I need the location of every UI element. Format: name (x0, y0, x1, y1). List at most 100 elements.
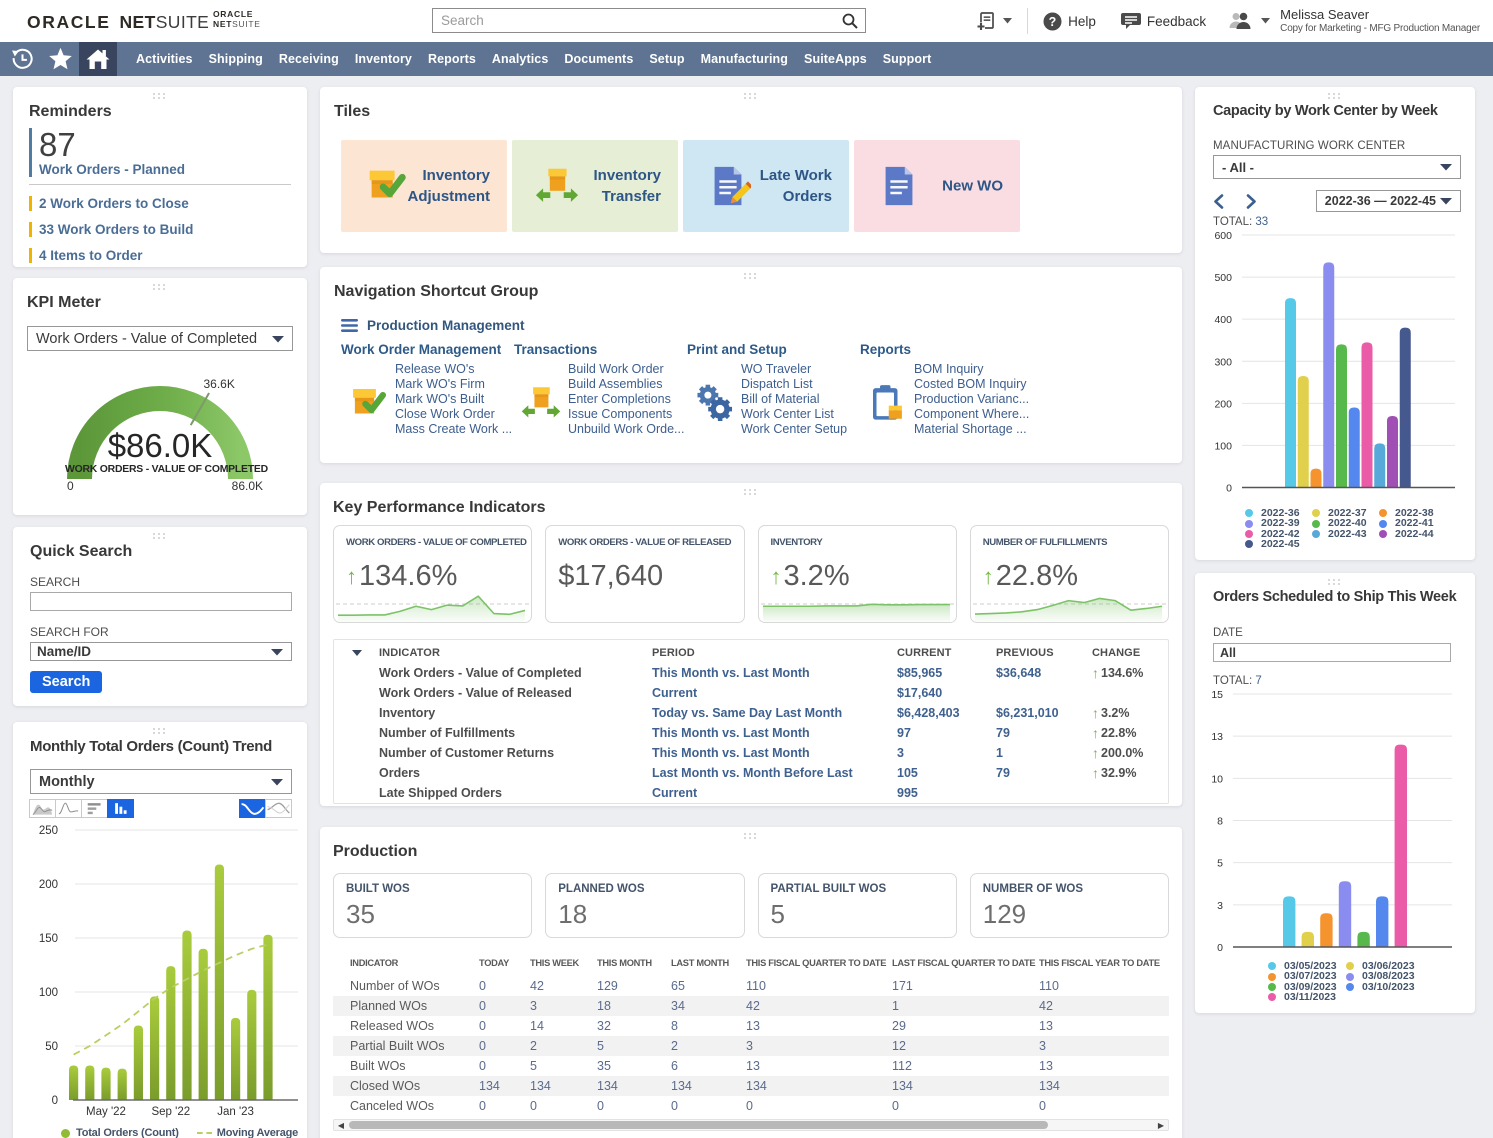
kpi-table-row[interactable]: Inventory Today vs. Same Day Last Month … (334, 703, 1168, 723)
nav-item-inventory[interactable]: Inventory (354, 52, 412, 66)
reminder-primary[interactable]: 87 Work Orders - Planned (29, 128, 291, 177)
kpi-table-row[interactable]: Orders Last Month vs. Month Before Last … (334, 763, 1168, 783)
chart-type-vbar-button[interactable] (107, 799, 134, 818)
nav-item-receiving[interactable]: Receiving (278, 52, 339, 66)
user-info[interactable]: Melissa Seaver Copy for Marketing - MFG … (1280, 7, 1480, 36)
shortcut-link[interactable]: Build Assemblies (568, 377, 663, 392)
kpi-table-row[interactable]: Late Shipped Orders Current 995 (334, 783, 1168, 803)
reminder-primary-label[interactable]: Work Orders - Planned (39, 162, 186, 177)
chart-type-line-button[interactable] (55, 799, 82, 818)
shortcut-link[interactable]: Enter Completions (568, 392, 671, 407)
shortcuts-star-icon[interactable] (41, 42, 79, 76)
kpi-card-number-of-fulfillments[interactable]: NUMBER OF FULFILLMENTS ↑ 22.8% (969, 525, 1169, 623)
role-menu-button[interactable] (1228, 12, 1271, 30)
drag-handle[interactable] (744, 833, 746, 835)
nav-item-manufacturing[interactable]: Manufacturing (700, 52, 789, 66)
shortcut-link[interactable]: Production Varianc... (914, 392, 1030, 407)
tile-late-work-orders[interactable]: Late Work Orders (683, 140, 849, 232)
nav-item-shipping[interactable]: Shipping (208, 52, 263, 66)
reminder-item[interactable]: 33 Work Orders to Build (29, 222, 291, 237)
shortcut-link[interactable]: WO Traveler (741, 362, 812, 376)
nav-item-activities[interactable]: Activities (136, 52, 193, 66)
nav-item-support[interactable]: Support (882, 52, 932, 66)
kpi-card-work-orders-value-of-completed[interactable]: WORK ORDERS - VALUE OF COMPLETED ↑ 134.6% (333, 525, 533, 623)
scrollbar-thumb[interactable] (349, 1121, 1048, 1129)
production-card-partial-built-wos[interactable]: PARTIAL BUILT WOS 5 (757, 873, 957, 938)
kpi-card-inventory[interactable]: INVENTORY ↑ 3.2% (757, 525, 957, 623)
work-center-select[interactable]: - All - (1213, 155, 1461, 179)
shortcut-link[interactable]: Dispatch List (741, 377, 813, 392)
shortcut-link[interactable]: Bill of Material (741, 392, 820, 407)
kpi-table-row[interactable]: Number of Customer Returns This Month vs… (334, 743, 1168, 763)
drag-handle[interactable] (744, 273, 746, 275)
drag-handle[interactable] (1328, 579, 1330, 581)
nav-item-reports[interactable]: Reports (427, 52, 476, 66)
production-table-row[interactable]: Closed WOs 134 134 134 134 134 134 134 (333, 1076, 1169, 1096)
netsuite-logo[interactable]: ORACLE NETSUITE (27, 12, 209, 33)
trend-compare-toggle[interactable] (265, 799, 292, 818)
reminder-item[interactable]: 4 Items to Order (29, 248, 291, 263)
prev-week-button[interactable] (1213, 193, 1224, 209)
search-button[interactable]: Search (30, 671, 103, 693)
production-table-row[interactable]: Number of WOs 0 42 129 65 110 171 110 (350, 979, 1059, 993)
trend-period-select[interactable]: Monthly (30, 769, 292, 794)
drag-handle[interactable] (744, 489, 746, 491)
nav-item-setup[interactable]: Setup (649, 52, 685, 66)
shortcut-link[interactable]: Close Work Order (395, 407, 495, 422)
kpi-table-row[interactable]: Work Orders - Value of Released Current … (334, 683, 1168, 703)
netsuite-logo-secondary[interactable]: ORACLE NETSUITE (213, 9, 261, 29)
nav-item-documents[interactable]: Documents (564, 52, 634, 66)
search-for-select[interactable]: Name/ID (30, 642, 292, 661)
week-range-select[interactable]: 2022-36 — 2022-45 (1315, 190, 1461, 212)
trend-smooth-toggle[interactable] (239, 799, 266, 818)
nav-item-analytics[interactable]: Analytics (491, 52, 549, 66)
home-icon[interactable] (79, 42, 117, 76)
shortcut-link[interactable]: Material Shortage ... (914, 422, 1027, 437)
production-table-row[interactable]: Released WOs 0 14 32 8 13 29 13 (350, 1019, 1053, 1033)
production-table-row[interactable]: Built WOs 0 5 35 6 13 112 13 (350, 1059, 1053, 1073)
tile-inventory-adjustment[interactable]: Inventory Adjustment (341, 140, 507, 232)
search-icon[interactable] (841, 12, 859, 30)
horizontal-scrollbar[interactable]: ◀ ▶ (333, 1119, 1169, 1131)
shortcut-link[interactable]: Issue Components (568, 407, 673, 422)
next-week-button[interactable] (1246, 193, 1257, 209)
shortcut-link[interactable]: BOM Inquiry (914, 362, 984, 376)
help-button[interactable]: ? Help (1043, 12, 1096, 31)
shortcut-link[interactable]: Release WO's (395, 362, 475, 376)
drag-handle[interactable] (153, 93, 155, 95)
nav-item-suiteapps[interactable]: SuiteApps (804, 52, 867, 66)
date-filter-input[interactable] (1213, 643, 1451, 662)
tile-new-wo[interactable]: New WO (854, 140, 1020, 232)
scroll-left-icon[interactable]: ◀ (337, 1120, 345, 1130)
production-table-row[interactable]: Partial Built WOs 0 2 5 2 3 12 3 (333, 1036, 1169, 1056)
tile-inventory-transfer[interactable]: Inventory Transfer (512, 140, 678, 232)
reminder-item[interactable]: 2 Work Orders to Close (29, 196, 291, 211)
drag-handle[interactable] (744, 93, 746, 95)
shortcut-category[interactable]: Production Management (341, 318, 1182, 333)
scroll-right-icon[interactable]: ▶ (1157, 1120, 1165, 1130)
shortcut-link[interactable]: Unbuild Work Orde... (568, 422, 685, 437)
shortcut-link[interactable]: Mark WO's Firm (395, 377, 485, 392)
create-new-button[interactable] (977, 11, 1013, 31)
global-search-input[interactable] (433, 9, 865, 32)
shortcut-link[interactable]: Mark WO's Built (395, 392, 485, 407)
shortcut-link[interactable]: Costed BOM Inquiry (914, 377, 1027, 392)
drag-handle[interactable] (153, 728, 155, 730)
shortcut-link[interactable]: Component Where... (914, 407, 1030, 422)
shortcut-link[interactable]: Build Work Order (568, 362, 664, 376)
feedback-button[interactable]: Feedback (1120, 12, 1206, 31)
production-table-row[interactable]: Canceled WOs 0 0 0 0 0 0 0 (350, 1099, 1046, 1113)
kpi-table-row[interactable]: Work Orders - Value of Completed This Mo… (334, 663, 1168, 683)
kpi-card-work-orders-value-of-released[interactable]: WORK ORDERS - VALUE OF RELEASED $17,640 (545, 525, 745, 623)
production-card-built-wos[interactable]: BUILT WOS 35 (333, 873, 533, 938)
kpi-meter-select[interactable]: Work Orders - Value of Completed (27, 326, 293, 351)
production-card-number-of-wos[interactable]: NUMBER OF WOS 129 (969, 873, 1169, 938)
quick-search-input[interactable] (30, 592, 292, 611)
kpi-table-row[interactable]: Number of Fulfillments This Month vs. La… (334, 723, 1168, 743)
recent-records-icon[interactable] (3, 42, 41, 76)
production-table-row[interactable]: Planned WOs 0 3 18 34 42 1 42 (333, 996, 1169, 1016)
drag-handle[interactable] (153, 284, 155, 286)
production-card-planned-wos[interactable]: PLANNED WOS 18 (545, 873, 745, 938)
drag-handle[interactable] (153, 533, 155, 535)
drag-handle[interactable] (1328, 93, 1330, 95)
